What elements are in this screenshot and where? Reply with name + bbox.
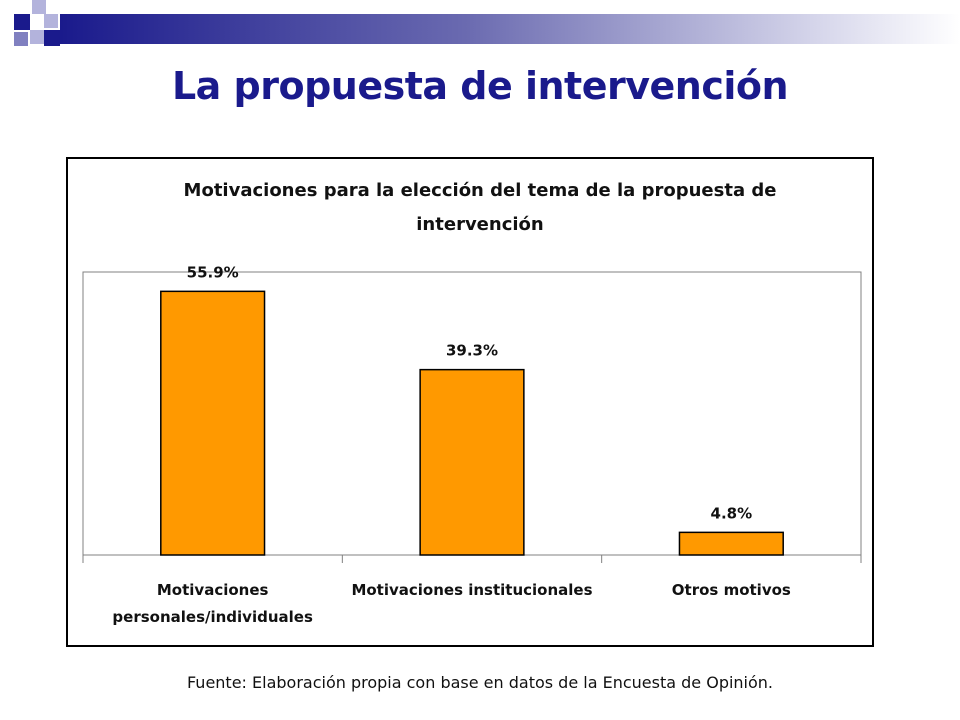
data-label-2: 39.3% xyxy=(446,342,498,360)
decor-square-light-2 xyxy=(44,14,58,28)
data-label-3: 4.8% xyxy=(711,504,753,522)
header-gradient-bar xyxy=(60,14,960,44)
data-label-1: 55.9% xyxy=(187,263,239,281)
category-label-3: Otros motivos xyxy=(672,581,791,599)
source-note: Fuente: Elaboración propia con base en d… xyxy=(186,673,774,692)
decor-square-light-3 xyxy=(30,30,44,44)
chart-title-line-1: Motivaciones para la elección del tema d… xyxy=(183,180,777,201)
page-title: La propuesta de intervención xyxy=(171,64,789,108)
decor-square-dark-1 xyxy=(14,14,30,30)
decor-square-light-1 xyxy=(32,0,46,14)
bar-1 xyxy=(160,290,266,556)
category-label-2: Motivaciones institucionales xyxy=(351,581,592,599)
bar-3 xyxy=(678,531,784,556)
bar-2 xyxy=(419,368,525,556)
decor-square-mid-1 xyxy=(14,32,28,46)
category-label-1-line-1: Motivaciones xyxy=(157,581,269,599)
category-label-1-line-2: personales/individuales xyxy=(112,608,313,626)
decor-square-dark-2 xyxy=(44,30,60,46)
chart-title-line-2: intervención xyxy=(416,214,544,235)
